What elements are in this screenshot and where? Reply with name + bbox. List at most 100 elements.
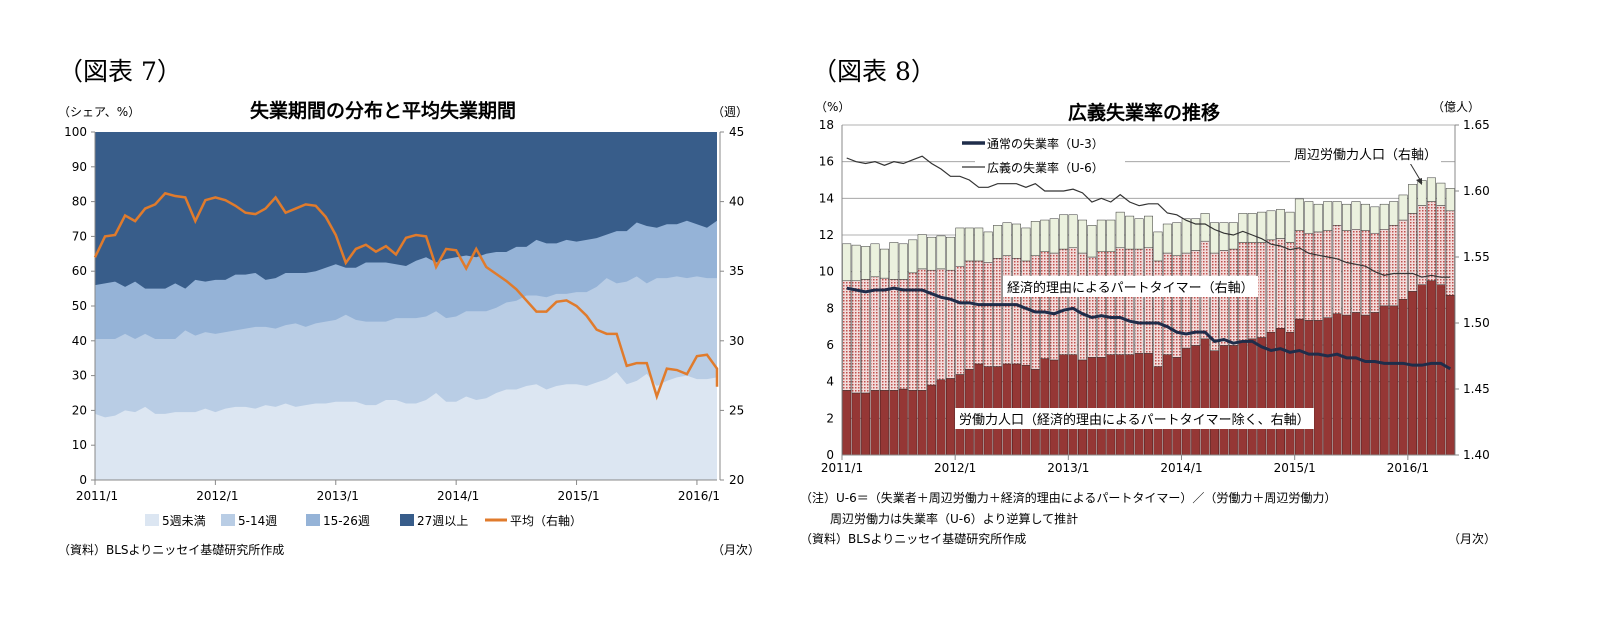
bar-parttime	[889, 279, 899, 391]
y2-tick-label: 30	[729, 334, 744, 348]
bar-labor-force	[1238, 341, 1248, 456]
bar-labor-force	[1115, 354, 1125, 456]
figure7-left-unit: （シェア、%）	[58, 105, 141, 119]
bar-parttime	[1257, 242, 1267, 338]
legend-swatch	[306, 514, 320, 526]
bar-marginal	[1040, 219, 1050, 252]
bar-labor-force	[1351, 312, 1361, 456]
bar-labor-force	[1134, 353, 1144, 456]
figure7-frequency: （月次）	[712, 543, 761, 557]
legend-label: 27週以上	[417, 514, 468, 528]
bar-labor-force	[1323, 317, 1333, 456]
bar-parttime	[1002, 255, 1012, 365]
bar-marginal	[1087, 225, 1097, 258]
bar-parttime	[1134, 248, 1144, 354]
bar-marginal	[1049, 218, 1059, 254]
bar-marginal	[898, 243, 908, 280]
y-tick-label: 60	[72, 264, 87, 278]
bar-marginal	[1153, 231, 1163, 262]
bar-parttime	[1276, 238, 1285, 329]
figure7-title: 失業期間の分布と平均失業期間	[250, 100, 517, 122]
bar-marginal	[1332, 201, 1342, 226]
bar-parttime	[917, 268, 927, 391]
bar-labor-force	[1162, 354, 1172, 456]
bar-labor-force	[842, 390, 852, 456]
bar-labor-force	[1125, 354, 1135, 456]
bar-marginal	[889, 242, 899, 280]
bar-labor-force	[1408, 291, 1418, 456]
bar-parttime	[1087, 256, 1097, 358]
x-tick-label: 2012/1	[196, 489, 238, 503]
bar-marginal	[983, 231, 993, 263]
bar-marginal	[1200, 213, 1210, 242]
bar-parttime	[1389, 225, 1399, 307]
bar-parttime	[1172, 255, 1182, 358]
bar-marginal	[927, 236, 937, 271]
bar-parttime	[974, 260, 984, 365]
bar-labor-force	[851, 392, 861, 456]
bar-parttime	[851, 280, 861, 394]
bar-labor-force	[1106, 354, 1116, 456]
bar-marginal	[1238, 213, 1248, 243]
bar-marginal	[1323, 201, 1333, 231]
y-tick-label: 14	[819, 191, 834, 205]
bar-marginal	[1172, 222, 1182, 256]
bar-labor-force	[1144, 353, 1153, 456]
y-tick-label: 18	[819, 118, 834, 132]
bar-marginal	[1228, 222, 1238, 250]
bar-marginal	[974, 227, 984, 262]
bar-marginal	[1191, 218, 1201, 251]
bar-parttime	[1115, 247, 1125, 355]
bar-marginal	[1002, 222, 1012, 256]
bar-marginal	[1294, 198, 1304, 231]
figure7-chart: 0 10 20 30 40 50 60 70 80 90 100 20 25 30 35 40 45 2011/1…	[64, 125, 744, 528]
bar-marginal	[964, 227, 974, 262]
figure8-source: （資料）BLSよりニッセイ基礎研究所作成	[800, 532, 1027, 546]
bar-parttime	[1059, 248, 1069, 355]
bar-marginal	[1389, 201, 1399, 226]
x-tick-label: 2012/1	[934, 461, 976, 475]
bar-labor-force	[945, 378, 955, 456]
bar-labor-force	[908, 390, 918, 456]
y-tick-label: 10	[819, 265, 834, 279]
bar-parttime	[1012, 258, 1021, 365]
bar-parttime	[1445, 210, 1455, 296]
bar-marginal	[1436, 182, 1446, 206]
bar-marginal	[1162, 223, 1172, 254]
legend-label: 15-26週	[323, 514, 370, 528]
bar-marginal	[1370, 206, 1380, 234]
bar-parttime	[1342, 230, 1352, 316]
x-tick-label: 2014/1	[437, 489, 479, 503]
figure8-note2: 周辺労働力は失業率（U-6）より逆算して推計	[830, 512, 1079, 526]
bar-labor-force	[1398, 298, 1408, 456]
bar-marginal	[851, 244, 861, 282]
bar-parttime	[1426, 201, 1436, 282]
bar-labor-force	[889, 390, 899, 456]
bar-parttime	[993, 258, 1003, 367]
bar-marginal	[1379, 203, 1389, 230]
bar-labor-force	[1200, 338, 1210, 456]
y-tick-label: 100	[64, 125, 87, 139]
figure8-left-unit: （%）	[815, 100, 851, 114]
bar-marginal	[842, 243, 852, 282]
legend-background	[975, 133, 1125, 175]
x-tick-label: 2015/1	[1274, 461, 1316, 475]
figure7-right-unit: （週）	[712, 105, 749, 119]
legend-swatch	[221, 514, 235, 526]
y2-tick-label: 25	[729, 403, 744, 417]
bar-labor-force	[879, 390, 889, 456]
y-tick-label: 40	[72, 334, 87, 348]
bar-parttime	[955, 265, 965, 375]
bar-parttime	[1408, 213, 1418, 292]
bar-marginal	[1313, 203, 1323, 233]
bar-parttime	[1040, 251, 1050, 359]
figure7-source: （資料）BLSよりニッセイ基礎研究所作成	[58, 543, 285, 557]
figure8-frequency: （月次）	[1448, 532, 1497, 546]
bar-labor-force	[1181, 347, 1191, 456]
bar-labor-force	[1228, 345, 1238, 456]
area-5週未満	[95, 372, 717, 480]
bar-marginal	[1360, 203, 1370, 231]
bar-parttime	[1351, 229, 1361, 313]
bar-labor-force	[870, 390, 880, 456]
